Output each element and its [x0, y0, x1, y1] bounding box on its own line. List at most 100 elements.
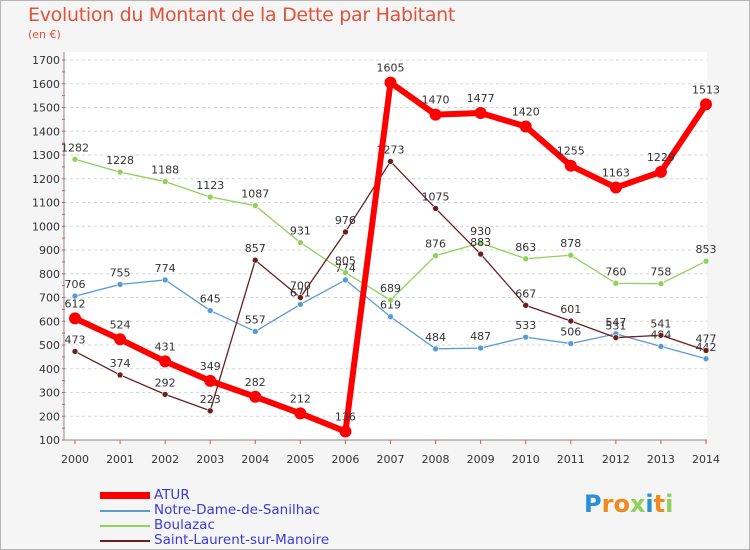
data-label-boulazac: 930	[470, 225, 491, 238]
data-label-saint-laurent-sur-manoire: 857	[245, 242, 266, 255]
data-label-boulazac: 1228	[106, 154, 134, 167]
data-point-atur	[69, 312, 81, 325]
data-point-atur	[519, 120, 532, 133]
data-point-boulazac	[342, 269, 349, 276]
data-point-saint-laurent-sur-manoire	[522, 302, 530, 309]
data-label-boulazac: 758	[650, 266, 671, 279]
data-point-notre-dame-de-sanilhac	[657, 343, 665, 350]
data-label-atur: 1477	[467, 92, 495, 105]
y-tick-label: 1500	[32, 102, 60, 115]
data-point-notre-dame-de-sanilhac	[206, 307, 214, 314]
data-label-saint-laurent-sur-manoire: 473	[65, 333, 86, 346]
data-label-notre-dame-de-sanilhac: 645	[200, 293, 221, 306]
data-point-saint-laurent-sur-manoire	[432, 205, 439, 212]
data-point-boulazac	[387, 296, 394, 304]
data-label-saint-laurent-sur-manoire: 700	[290, 280, 311, 293]
y-tick-label: 1100	[32, 197, 60, 210]
data-label-atur: 1420	[512, 106, 540, 119]
data-label-boulazac: 878	[560, 237, 581, 250]
data-label-notre-dame-de-sanilhac: 755	[110, 266, 131, 279]
data-label-atur: 136	[335, 410, 356, 423]
data-label-atur: 612	[65, 297, 86, 310]
data-label-saint-laurent-sur-manoire: 477	[696, 332, 717, 345]
y-tick-label: 400	[39, 363, 60, 376]
data-label-atur: 1605	[377, 62, 405, 75]
line-chart: 100 200 300 400 500 600 700 800 900 1000 1100 1200 1…	[32, 52, 720, 466]
data-point-boulazac	[251, 202, 259, 209]
data-label-boulazac: 931	[290, 225, 311, 238]
x-tick-label: 2006	[331, 453, 359, 466]
data-point-boulazac	[522, 255, 530, 263]
data-point-atur	[384, 76, 397, 89]
y-tick-label: 100	[39, 434, 60, 447]
data-point-saint-laurent-sur-manoire	[206, 407, 214, 415]
data-point-saint-laurent-sur-manoire	[567, 317, 575, 325]
data-point-notre-dame-de-sanilhac	[71, 292, 79, 300]
legend-label: Boulazac	[154, 517, 215, 533]
logo-letter: i	[665, 490, 674, 518]
data-label-boulazac: 863	[515, 241, 536, 254]
y-tick-label: 1400	[32, 125, 60, 138]
data-point-saint-laurent-sur-manoire	[297, 294, 304, 301]
y-tick-label: 1200	[32, 173, 60, 186]
data-point-saint-laurent-sur-manoire	[116, 371, 124, 379]
data-label-saint-laurent-sur-manoire: 292	[155, 376, 176, 389]
legend-label: Saint-Laurent-sur-Manoire	[154, 532, 330, 548]
legend-item: Saint-Laurent-sur-Manoire	[100, 533, 329, 548]
data-point-notre-dame-de-sanilhac	[297, 301, 304, 308]
data-label-saint-laurent-sur-manoire: 374	[110, 357, 131, 370]
data-label-atur: 1513	[692, 83, 720, 96]
data-point-notre-dame-de-sanilhac	[567, 340, 575, 347]
x-tick-label: 2010	[512, 453, 540, 466]
data-point-atur	[564, 159, 577, 172]
data-label-saint-laurent-sur-manoire: 223	[200, 393, 221, 406]
y-tick-label: 700	[39, 292, 60, 305]
legend-swatch	[100, 492, 150, 499]
data-point-saint-laurent-sur-manoire	[657, 331, 665, 339]
data-point-saint-laurent-sur-manoire	[251, 256, 259, 264]
y-tick-label: 600	[39, 315, 60, 328]
data-point-saint-laurent-sur-manoire	[702, 347, 710, 354]
data-label-atur: 212	[290, 392, 311, 405]
data-label-notre-dame-de-sanilhac: 484	[425, 331, 446, 344]
data-label-boulazac: 760	[605, 265, 626, 278]
data-point-notre-dame-de-sanilhac	[387, 313, 394, 321]
data-point-boulazac	[612, 279, 620, 287]
legend-item: ATUR	[100, 488, 329, 503]
data-point-boulazac	[432, 252, 439, 259]
data-label-notre-dame-de-sanilhac: 487	[470, 330, 491, 343]
x-tick-label: 2014	[692, 453, 720, 466]
data-label-atur: 1229	[647, 151, 675, 164]
legend-label: Notre-Dame-de-Sanilhac	[154, 502, 320, 518]
data-point-boulazac	[567, 251, 575, 259]
data-point-atur	[654, 165, 667, 178]
x-tick-label: 2009	[467, 453, 495, 466]
y-tick-label: 1000	[32, 220, 60, 233]
logo-letter: P	[584, 490, 602, 518]
data-point-notre-dame-de-sanilhac	[161, 276, 169, 284]
data-point-atur	[249, 390, 262, 403]
logo-letter: i	[645, 490, 654, 518]
data-point-notre-dame-de-sanilhac	[702, 355, 710, 363]
logo-letter: x	[629, 490, 646, 518]
data-label-boulazac: 1123	[196, 179, 224, 192]
data-point-boulazac	[206, 193, 214, 201]
logo-letter: t	[653, 490, 666, 518]
data-label-boulazac: 689	[380, 282, 401, 295]
x-tick-label: 2005	[286, 453, 314, 466]
data-label-notre-dame-de-sanilhac: 547	[605, 316, 626, 329]
x-tick-label: 2004	[241, 453, 269, 466]
y-tick-label: 800	[39, 268, 60, 281]
data-point-atur	[204, 374, 217, 387]
data-label-notre-dame-de-sanilhac: 706	[65, 278, 86, 291]
data-label-atur: 349	[200, 360, 221, 373]
data-label-atur: 1163	[602, 167, 630, 180]
data-point-boulazac	[297, 239, 304, 246]
data-point-notre-dame-de-sanilhac	[116, 281, 124, 288]
legend-swatch	[100, 540, 150, 542]
chart-title: Evolution du Montant de la Dette par Hab…	[28, 4, 456, 26]
data-point-atur	[609, 181, 622, 194]
data-point-saint-laurent-sur-manoire	[477, 250, 484, 258]
y-tick-label: 500	[39, 339, 60, 352]
y-tick-label: 1700	[32, 54, 60, 67]
